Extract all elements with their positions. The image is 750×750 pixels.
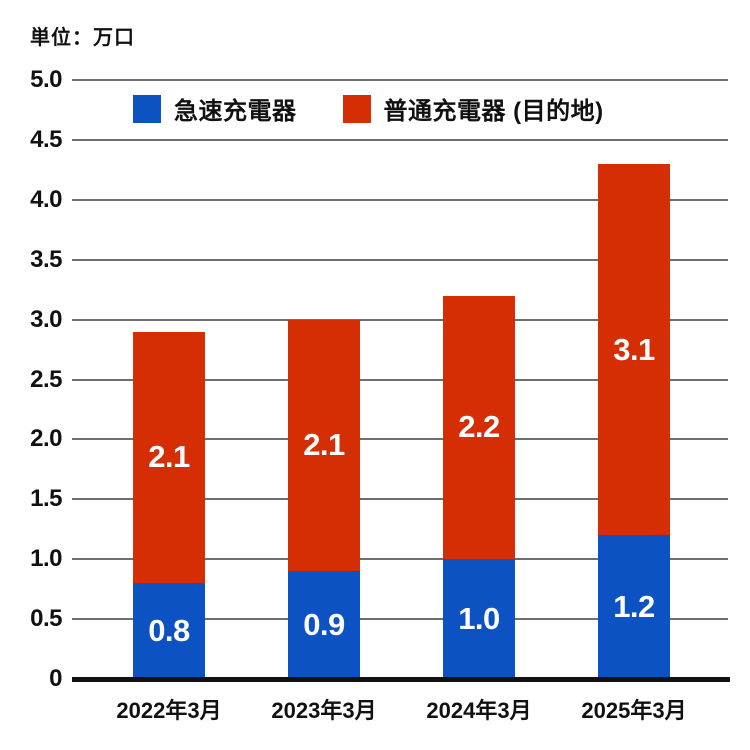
bar-segment-fast: 0.8 — [133, 583, 205, 679]
bar-value-label: 2.1 — [148, 439, 190, 475]
gridline — [72, 498, 728, 501]
y-axis-tick-label: 1.5 — [30, 485, 62, 513]
bar-segment-fast: 1.0 — [443, 559, 515, 679]
bar-value-label: 2.1 — [303, 427, 345, 463]
legend: 急速充電器 普通充電器 (目的地) — [133, 91, 604, 126]
bar-value-label: 2.2 — [458, 409, 500, 445]
y-axis-tick-label: 1.0 — [30, 545, 62, 573]
legend-label-fast-charger: 急速充電器 — [174, 98, 297, 125]
legend-item-normal-charger: 普通充電器 (目的地) — [342, 91, 604, 126]
unit-label: 単位：万口 — [30, 27, 135, 49]
bar-segment-normal: 2.1 — [288, 319, 360, 572]
bar-segment-normal: 3.1 — [598, 163, 670, 536]
bar-segment-fast: 1.2 — [598, 535, 670, 679]
gridline — [72, 258, 728, 261]
x-axis-tick-label: 2024年3月 — [426, 698, 532, 723]
gridline — [72, 438, 728, 441]
bar-value-label: 0.9 — [303, 607, 345, 643]
gridline — [72, 198, 728, 201]
x-axis-tick-label: 2023年3月 — [271, 698, 377, 723]
x-axis-tick-label: 2022年3月 — [116, 698, 222, 723]
gridline — [72, 558, 728, 561]
bar-value-label: 1.0 — [458, 601, 500, 637]
bar-segment-normal: 2.2 — [443, 295, 515, 560]
bar-segment-fast: 0.9 — [288, 571, 360, 679]
legend-swatch-fast-charger-icon — [133, 94, 161, 123]
bar-value-label: 3.1 — [613, 331, 655, 367]
y-axis-tick-label: 0 — [49, 665, 62, 692]
bar-value-label: 0.8 — [148, 613, 190, 649]
y-axis-tick-label: 5.0 — [30, 66, 62, 93]
gridline — [72, 378, 728, 381]
bar-segment-normal: 2.1 — [133, 331, 205, 584]
gridline — [72, 318, 728, 321]
legend-swatch-normal-charger-icon — [342, 94, 371, 123]
legend-item-fast-charger: 急速充電器 — [133, 91, 297, 126]
y-axis-tick-label: 3.5 — [30, 245, 62, 273]
x-axis-tick-label: 2025年3月 — [581, 698, 687, 723]
y-axis-tick-label: 0.5 — [30, 605, 62, 633]
gridline — [72, 79, 728, 81]
legend-label-normal-charger: 普通充電器 (目的地) — [383, 98, 604, 125]
y-axis-tick-label: 3.0 — [30, 305, 62, 333]
gridline — [72, 138, 728, 141]
y-axis-tick-label: 4.0 — [30, 185, 62, 213]
bar-value-label: 1.2 — [613, 589, 655, 625]
y-axis-tick-label: 4.5 — [30, 125, 62, 153]
y-axis-tick-label: 2.0 — [30, 425, 62, 453]
gridline — [72, 618, 728, 621]
x-axis-line — [72, 677, 730, 682]
y-axis-tick-label: 2.5 — [30, 365, 62, 393]
